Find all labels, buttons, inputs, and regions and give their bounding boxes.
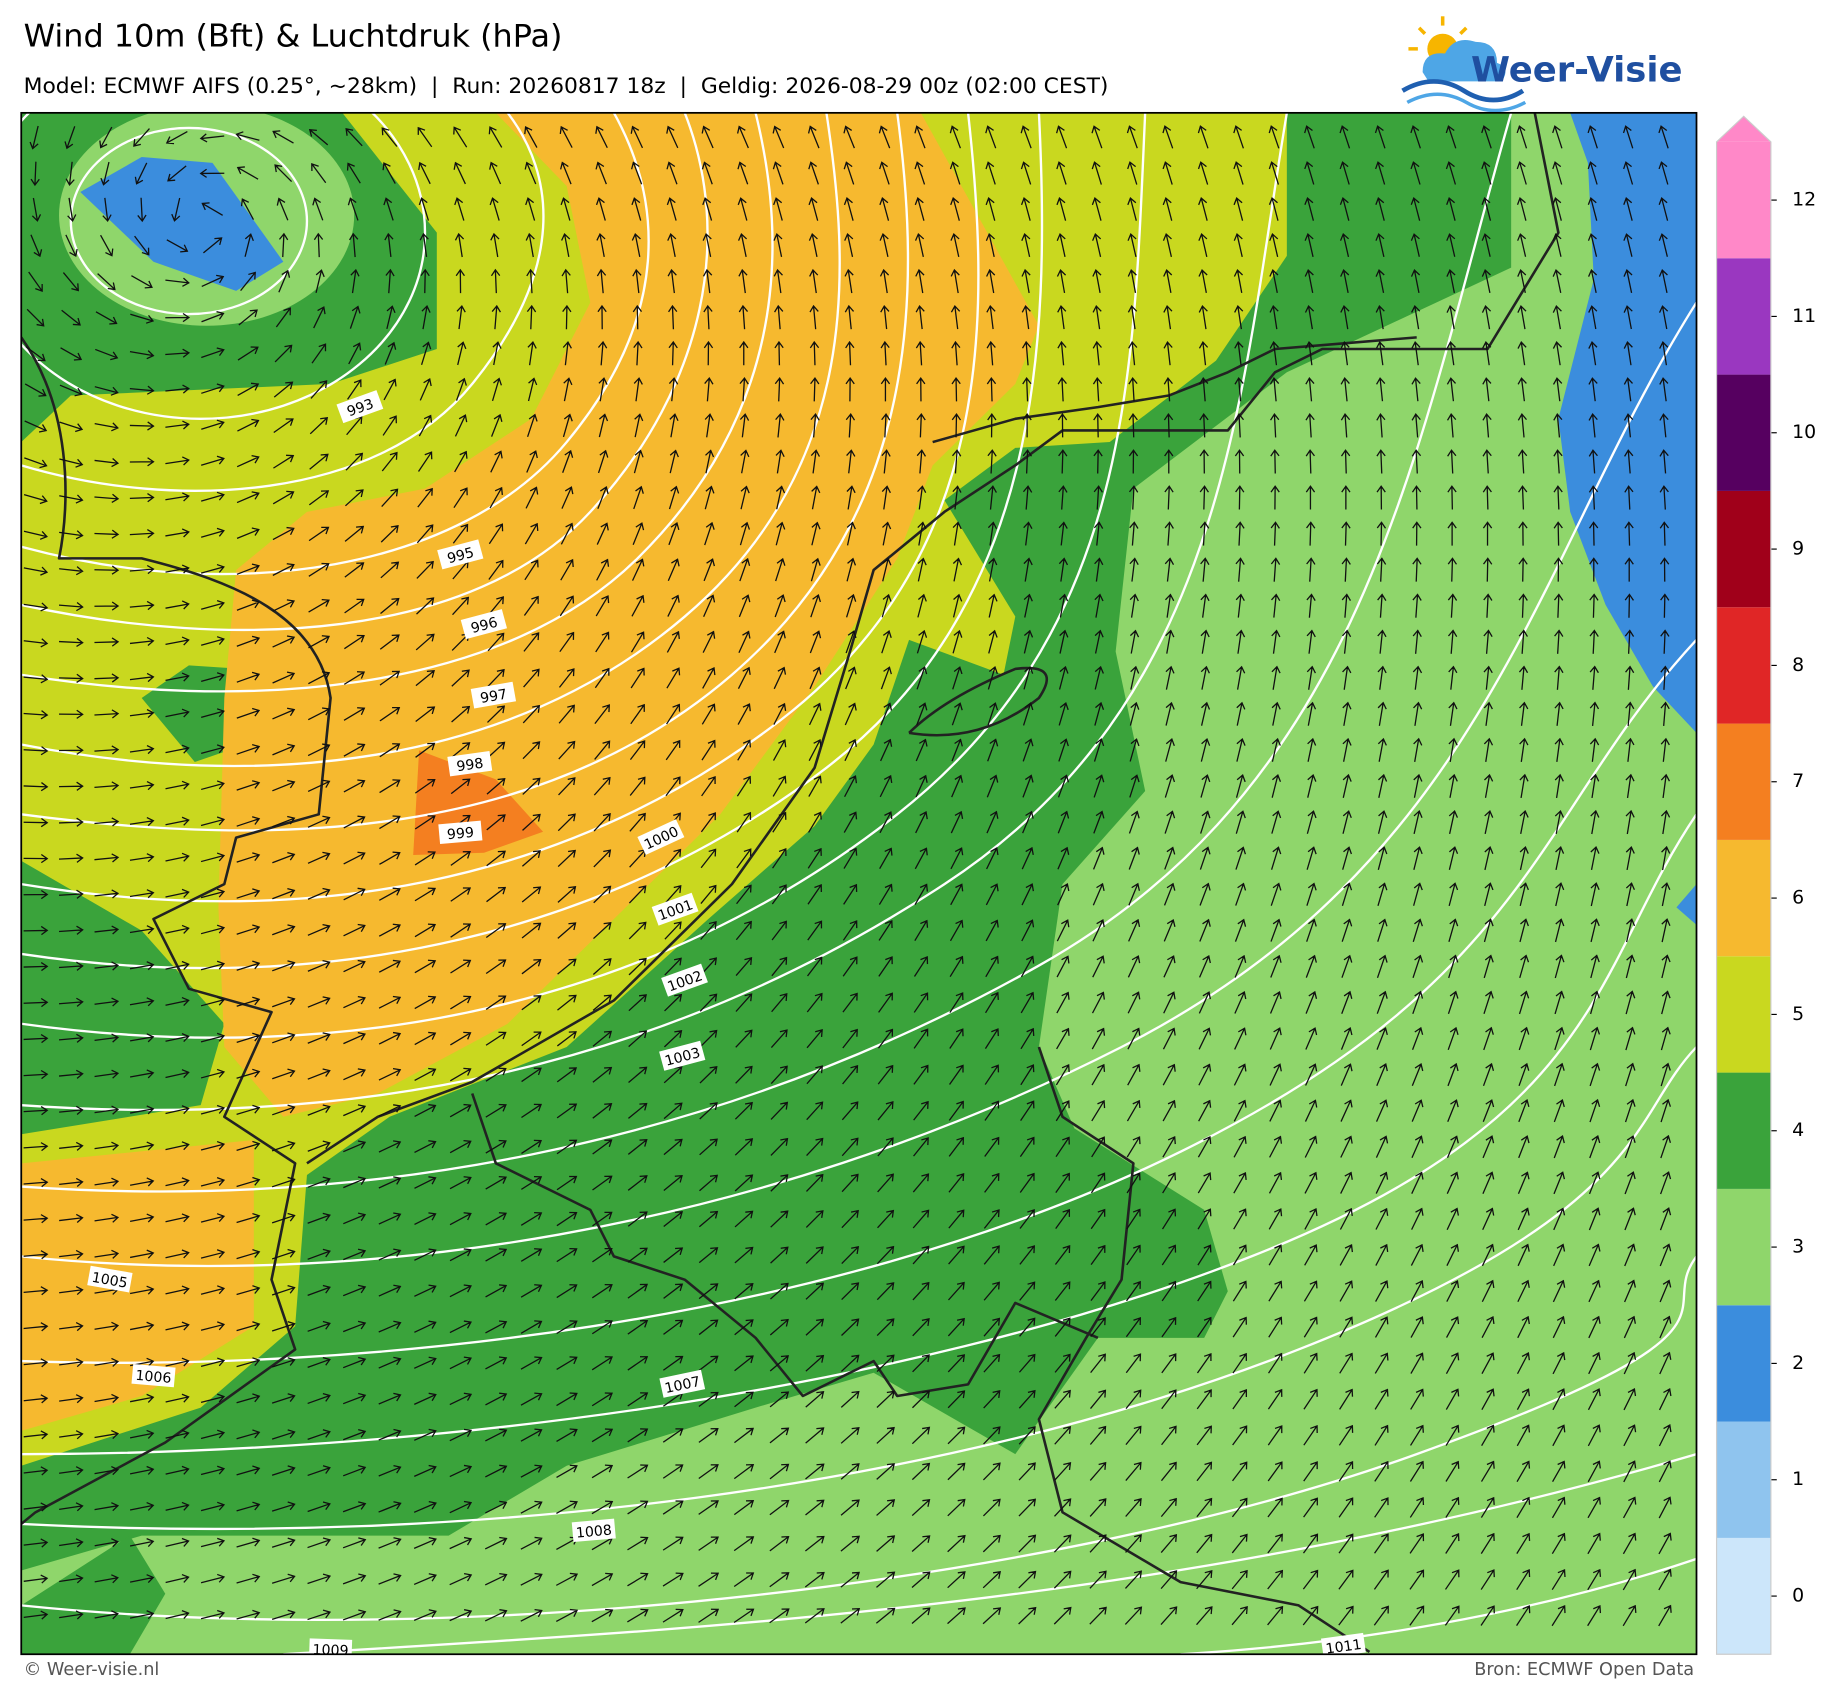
isobar-label: 1005 (87, 1265, 133, 1293)
colorbar-bin (1716, 1188, 1771, 1306)
colorbar-tick-label: 4 (1792, 1120, 1804, 1141)
isobar-label-text: 998 (456, 756, 485, 775)
wind-area (80, 157, 284, 291)
colorbar-tick-label: 1 (1792, 1469, 1804, 1490)
colorbar-bin (1716, 607, 1771, 724)
colorbar-tick-label: 0 (1792, 1586, 1804, 1607)
colorbar-tick-label: 5 (1792, 1004, 1804, 1025)
subtitle: Model: ECMWF AIFS (0.25°, ~28km) | Run: … (24, 74, 1109, 99)
isobar-label-text: 1011 (1325, 1637, 1363, 1658)
wind-area (21, 1140, 254, 1431)
isobar-label-bg (87, 1265, 133, 1293)
isobar-label-text: 1007 (663, 1374, 702, 1397)
isobars (21, 112, 1697, 1655)
isobar-label: 1008 (571, 1518, 616, 1543)
colorbar-tick-label: 11 (1792, 306, 1816, 327)
colorbar-bin (1716, 1537, 1771, 1655)
wind-arrows (23, 125, 1672, 1627)
colorbar-tick-label: 10 (1792, 422, 1816, 443)
isobar-label-bg (131, 1363, 176, 1388)
colorbar-bin (1716, 1305, 1771, 1422)
isobar-label-bg (571, 1518, 616, 1543)
colorbar-tick-label: 2 (1792, 1353, 1804, 1374)
isobar-label-text: 1006 (135, 1368, 172, 1387)
isobar-label-text: 1008 (575, 1523, 612, 1542)
isobar-label-bg (437, 539, 484, 570)
isobar-label-bg (460, 609, 508, 640)
colorbar-bin (1716, 258, 1771, 375)
logo: Weer-Visie (1401, 16, 1682, 113)
isobar-label-bg (637, 819, 685, 855)
wind-area (21, 1535, 166, 1655)
footer-left: © Weer-visie.nl (24, 1660, 160, 1680)
colorbar-tick-label: 8 (1792, 655, 1804, 676)
colorbar-tick-label: 9 (1792, 539, 1804, 560)
isobar-label: 995 (437, 539, 484, 570)
colorbar-outline (1715, 115, 1772, 1655)
colorbar-extend (1716, 116, 1771, 142)
isobar-label: 1007 (659, 1369, 706, 1398)
isobar-label: 1006 (131, 1363, 176, 1388)
isobar-label-bg (659, 1369, 706, 1398)
colorbar-bin (1716, 1072, 1771, 1189)
isobar-label-text: 997 (479, 687, 508, 707)
isobar-label-text: 1005 (90, 1270, 128, 1292)
isobar-label-bg (308, 1638, 353, 1655)
wind-area (1676, 884, 1697, 925)
isobar-label: 997 (470, 681, 517, 709)
isobar-label-bg (438, 820, 483, 845)
isobar-label-bg (659, 1040, 706, 1071)
isobar-label: 1009 (308, 1638, 353, 1659)
isobar-label: 996 (460, 609, 508, 640)
wind-area (218, 112, 1039, 1117)
colorbar-bin (1716, 1421, 1771, 1538)
isobar-label-bg (661, 963, 708, 997)
isobar-label: 1011 (1320, 1632, 1366, 1658)
isobar-label-bg (651, 892, 699, 926)
isobar-label-text: 995 (446, 545, 476, 567)
wind-arrow (23, 125, 1672, 1627)
colorbar-tick-label: 6 (1792, 888, 1804, 909)
isobar-label-text: 999 (446, 825, 474, 843)
colorbar-tick-label: 7 (1792, 771, 1804, 792)
title: Wind 10m (Bft) & Luchtdruk (hPa) (24, 19, 563, 55)
isobar-label: 998 (447, 751, 493, 777)
colorbar-tick-label: 3 (1792, 1237, 1804, 1258)
colorbar-bin (1716, 956, 1771, 1073)
colorbar-tick-label: 12 (1792, 190, 1816, 211)
footer-right: Bron: ECMWF Open Data (1474, 1660, 1694, 1680)
colorbar-bin (1716, 723, 1771, 840)
isobar-label-bg (447, 751, 493, 777)
map-frame (20, 111, 1698, 1656)
isobar-label-bg (470, 681, 517, 709)
colorbar-bin (1716, 374, 1771, 491)
colorbar-bin (1716, 490, 1771, 608)
isobar-label: 999 (438, 820, 483, 845)
colorbar-bin (1716, 839, 1771, 957)
colorbar-bin (1716, 141, 1771, 259)
isobar-label-text: 996 (469, 615, 499, 637)
isobar-label: 1003 (659, 1040, 706, 1071)
isobar-label-bg (336, 390, 384, 424)
isobar-label-text: 1009 (312, 1642, 349, 1659)
isobar-label-bg (1320, 1632, 1366, 1655)
logo-text: Weer-Visie (1471, 50, 1682, 91)
